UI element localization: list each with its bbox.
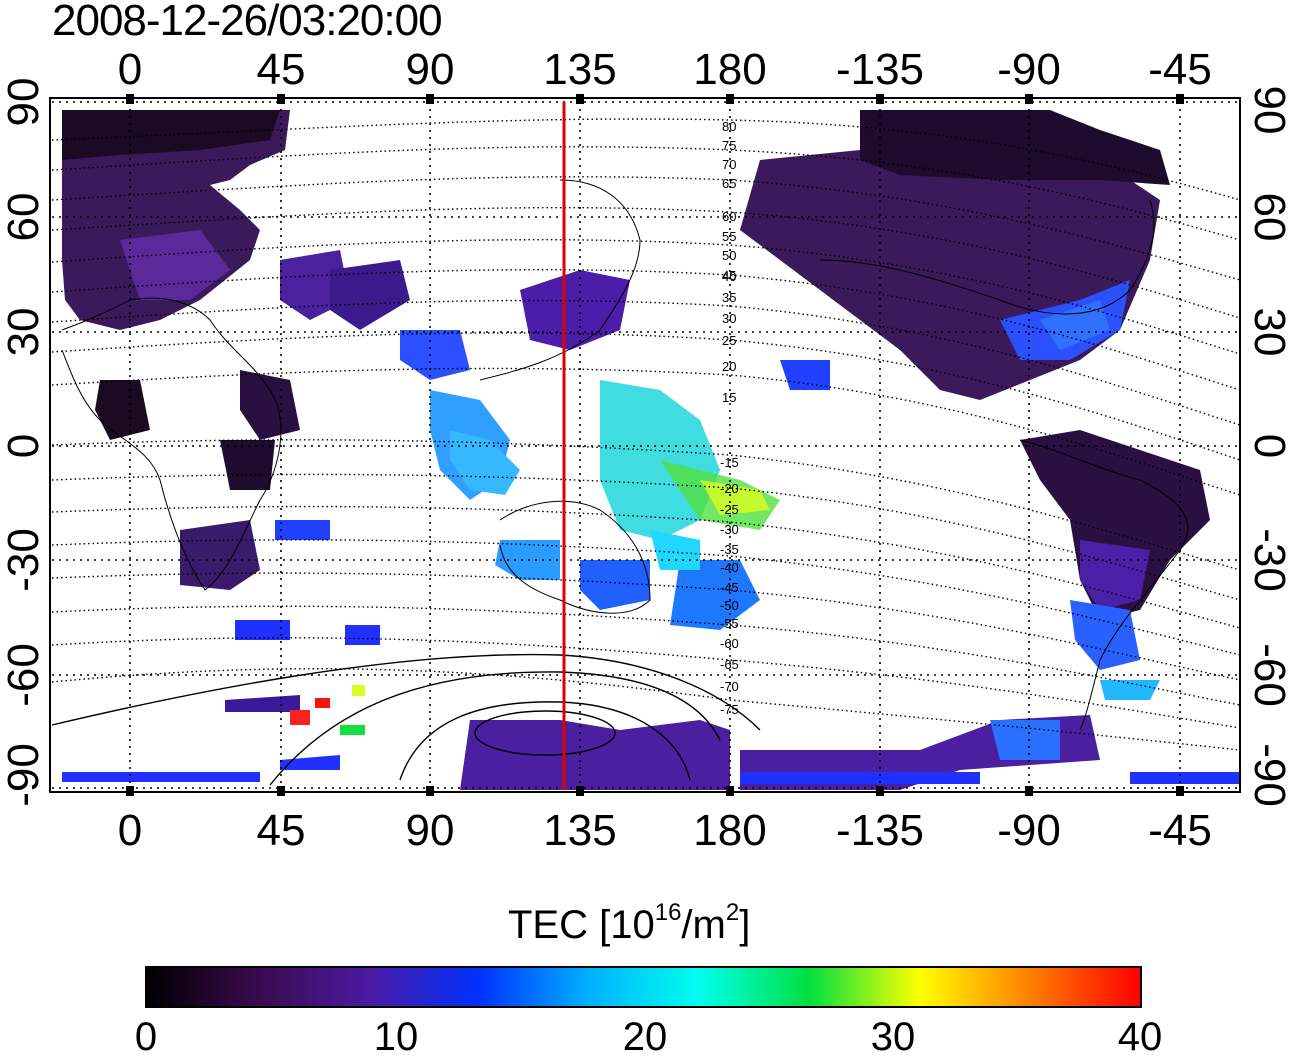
tec-map: 80 75 70 65 60 55 50 45 40 35 30 25 20 1… xyxy=(0,45,1292,855)
colorbar-title-prefix: TEC [10 xyxy=(508,903,655,947)
colorbar-label: 20 xyxy=(622,1015,668,1059)
colorbar-title-exponent-2: 2 xyxy=(725,899,740,926)
lat-label: 0 xyxy=(1245,434,1292,458)
contour-label: -65 xyxy=(720,657,739,672)
lon-label: 90 xyxy=(406,45,455,94)
lat-label: -90 xyxy=(1245,743,1292,807)
contour-label: -25 xyxy=(720,502,739,517)
contour-label: 70 xyxy=(722,157,736,172)
lon-label: 180 xyxy=(693,806,766,855)
contour-label: -30 xyxy=(720,522,739,537)
contour-label: 40 xyxy=(722,269,736,284)
contour-label: -60 xyxy=(720,636,739,651)
lat-label: 60 xyxy=(1245,193,1292,242)
contour-label: -70 xyxy=(720,679,739,694)
lat-label: 90 xyxy=(1245,86,1292,135)
contour-label: -45 xyxy=(720,580,739,595)
coastlines xyxy=(61,179,1189,731)
map-title: 2008-12-26/03:20:00 xyxy=(52,0,443,45)
contour-label: 15 xyxy=(722,390,736,405)
contour-label: 60 xyxy=(722,209,736,224)
colorbar xyxy=(145,966,1142,1008)
contour-label: 55 xyxy=(722,229,736,244)
lon-label: 135 xyxy=(543,45,616,94)
lon-label: -90 xyxy=(997,806,1061,855)
right-latitude-labels: 90 60 30 0 -30 -60 -90 xyxy=(1245,86,1292,807)
lon-label: 0 xyxy=(118,806,142,855)
contour-label: 25 xyxy=(722,333,736,348)
lon-label: 180 xyxy=(693,45,766,94)
colorbar-label: 40 xyxy=(1117,1015,1163,1059)
colorbar-label: 0 xyxy=(134,1015,158,1059)
colorbar-title-exponent: 16 xyxy=(654,899,682,926)
contour-label: -15 xyxy=(720,455,739,470)
colorbar-label: 10 xyxy=(373,1015,419,1059)
colorbar-title-suffix: ] xyxy=(739,903,751,947)
lon-label: 90 xyxy=(406,806,455,855)
colorbar-title-unit: /m xyxy=(681,903,726,947)
contour-label: -75 xyxy=(720,702,739,717)
contour-label: 65 xyxy=(722,176,736,191)
contour-label: 30 xyxy=(722,311,736,326)
lat-label: -30 xyxy=(0,528,48,592)
lon-label: -135 xyxy=(836,806,924,855)
contour-label: 20 xyxy=(722,359,736,374)
lon-label: 135 xyxy=(543,806,616,855)
magnetic-contours xyxy=(51,118,1240,751)
contour-label: -50 xyxy=(720,598,739,613)
lat-label: -60 xyxy=(1245,643,1292,707)
lon-label: 45 xyxy=(257,806,306,855)
tec-field xyxy=(62,110,1240,790)
lon-label: -45 xyxy=(1148,806,1212,855)
contour-label: 50 xyxy=(722,248,736,263)
lat-label: 0 xyxy=(0,434,48,458)
contour-labels: 80 75 70 65 60 55 50 45 40 35 30 25 20 1… xyxy=(720,119,739,717)
contour-label: -20 xyxy=(720,481,739,496)
lat-label: 30 xyxy=(0,308,48,357)
graticule xyxy=(52,101,1238,790)
lat-label: 90 xyxy=(0,78,48,127)
contour-label: 80 xyxy=(722,119,736,134)
contour-label: -55 xyxy=(720,616,739,631)
magnetic-pole-contours xyxy=(51,653,761,786)
lon-label: -45 xyxy=(1148,45,1212,94)
lon-label: -90 xyxy=(997,45,1061,94)
lat-label: -90 xyxy=(0,743,48,807)
bottom-longitude-labels: 0 45 90 135 180 -135 -90 -45 xyxy=(118,806,1212,855)
left-latitude-labels: 90 60 30 0 -30 -60 -90 xyxy=(0,78,48,807)
map-frame xyxy=(49,94,1241,796)
contour-label: 35 xyxy=(722,290,736,305)
lon-label: 45 xyxy=(257,45,306,94)
lat-label: 30 xyxy=(1245,308,1292,357)
contour-label: 45 xyxy=(722,268,736,283)
lon-label: -135 xyxy=(836,45,924,94)
colorbar-label: 30 xyxy=(870,1015,916,1059)
top-longitude-labels: 0 45 90 135 180 -135 -90 -45 xyxy=(118,45,1212,94)
lat-label: 60 xyxy=(0,193,48,242)
lat-label: -30 xyxy=(1245,528,1292,592)
colorbar-title: TEC [1016/m2] xyxy=(508,899,751,948)
lat-label: -60 xyxy=(0,643,48,707)
contour-label: -40 xyxy=(720,560,739,575)
contour-label: 75 xyxy=(722,138,736,153)
contour-label: -35 xyxy=(720,542,739,557)
lon-label: 0 xyxy=(118,45,142,94)
